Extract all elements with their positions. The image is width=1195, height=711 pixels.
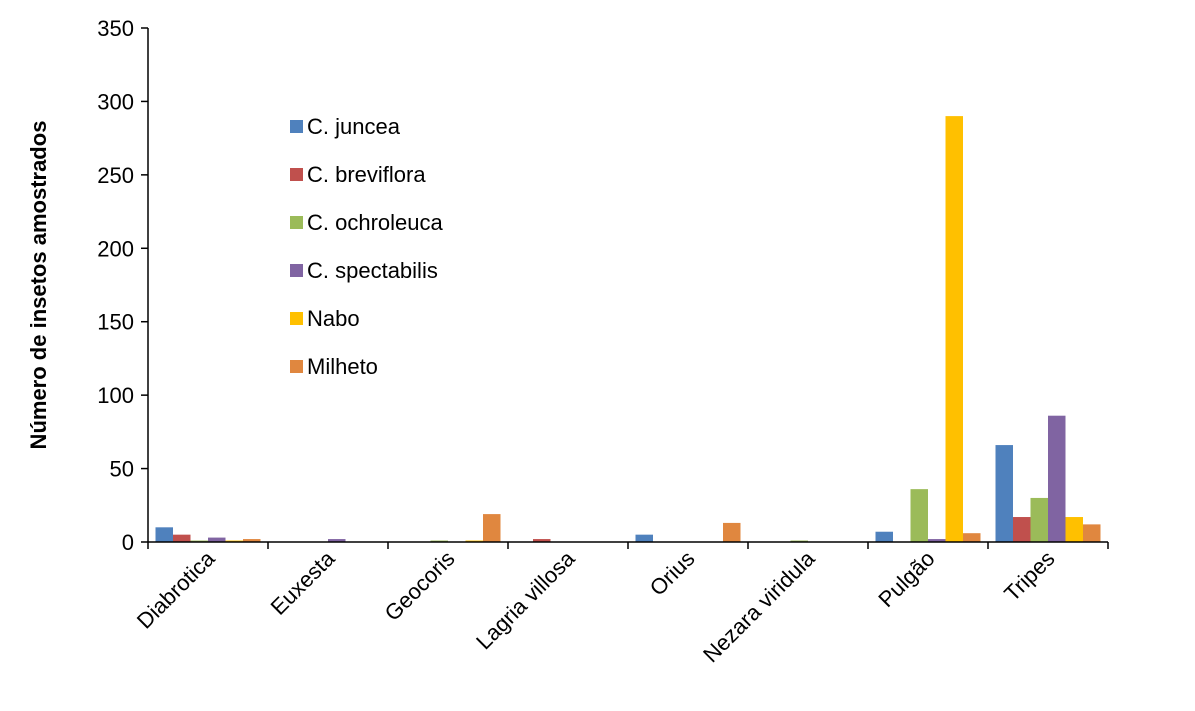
- bar-3-6: [928, 539, 946, 542]
- x-category-label: Geocoris: [380, 546, 460, 626]
- bar-3-0: [208, 537, 226, 542]
- y-tick-label: 0: [122, 530, 134, 555]
- bar-0-6: [875, 531, 893, 542]
- x-category-label: Nezara viridula: [698, 545, 820, 667]
- x-category-label: Tripes: [999, 546, 1059, 606]
- y-tick-label: 100: [97, 383, 134, 408]
- legend-swatch: [290, 216, 303, 229]
- legend-swatch: [290, 360, 303, 373]
- legend-label: C. spectabilis: [307, 258, 438, 283]
- bar-0-4: [635, 534, 653, 542]
- bar-4-6: [945, 116, 963, 543]
- bar-3-7: [1048, 415, 1066, 542]
- y-tick-label: 350: [97, 16, 134, 41]
- bar-1-7: [1013, 517, 1031, 542]
- y-tick-label: 50: [110, 457, 134, 482]
- x-category-label: Orius: [645, 546, 700, 601]
- legend-label: C. ochroleuca: [307, 210, 444, 235]
- bar-5-4: [723, 522, 741, 542]
- bars-layer: [155, 116, 1101, 543]
- legend-swatch: [290, 312, 303, 325]
- x-category-label: Pulgão: [873, 546, 939, 612]
- bar-5-7: [1083, 524, 1101, 542]
- x-category-label: Euxesta: [266, 545, 340, 619]
- bar-1-0: [173, 534, 191, 542]
- x-ticks: Diabrotica Euxesta Geocoris Lagria villosa O…: [132, 542, 1109, 667]
- legend-swatch: [290, 120, 303, 133]
- y-tick-label: 300: [97, 89, 134, 114]
- y-ticks: 0 50 100 150 200 250 300 350: [97, 16, 148, 555]
- bar-5-0: [243, 539, 261, 542]
- legend-label: Milheto: [307, 354, 378, 379]
- bar-1-3: [533, 539, 551, 542]
- legend-label: C. juncea: [307, 114, 401, 139]
- y-axis-title: Número de insetos amostrados: [26, 121, 51, 450]
- axes-layer: [147, 28, 1108, 543]
- bar-3-1: [328, 539, 346, 542]
- y-tick-label: 150: [97, 310, 134, 335]
- y-tick-label: 200: [97, 236, 134, 261]
- legend: C. juncea C. breviflora C. ochroleuca C. sp…: [290, 114, 444, 379]
- bar-5-2: [483, 514, 501, 542]
- y-tick-label: 250: [97, 163, 134, 188]
- legend-label: Nabo: [307, 306, 360, 331]
- bar-2-6: [910, 489, 928, 542]
- bar-0-0: [155, 527, 173, 542]
- legend-label: C. breviflora: [307, 162, 426, 187]
- x-category-label: Lagria villosa: [471, 545, 580, 654]
- bar-0-7: [995, 445, 1013, 542]
- x-category-label: Diabrotica: [132, 545, 220, 633]
- bar-5-6: [963, 533, 981, 542]
- bar-2-7: [1030, 497, 1048, 542]
- legend-swatch: [290, 264, 303, 277]
- bar-4-7: [1065, 517, 1083, 542]
- legend-swatch: [290, 168, 303, 181]
